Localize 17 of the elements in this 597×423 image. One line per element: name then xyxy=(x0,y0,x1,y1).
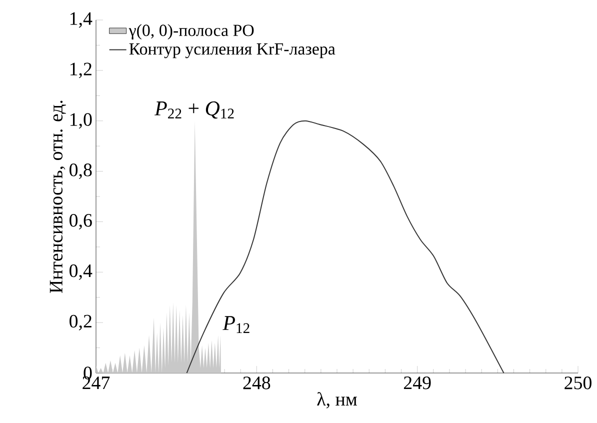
x-tick-label: 248 xyxy=(243,376,270,390)
y-tick-label: 0,6 xyxy=(70,214,92,230)
annotation: P$_{22}$ + Q$_{12}$ xyxy=(154,101,234,119)
y-tick-label: 0,2 xyxy=(70,314,92,330)
y-axis-title: Интенсивность, отн. ед. xyxy=(50,100,66,293)
y-tick-label: 1,4 xyxy=(70,12,92,28)
x-tick-label: 250 xyxy=(564,376,592,390)
y-tick-label: 0,4 xyxy=(70,264,92,280)
annotation: P$_{12}$ xyxy=(222,316,250,333)
line-series xyxy=(186,120,504,374)
x-axis-title: λ, нм xyxy=(317,392,357,408)
y-tick-label: 1,0 xyxy=(70,113,92,129)
x-tick-label: 249 xyxy=(404,376,431,390)
y-tick-label: 0,8 xyxy=(70,164,92,180)
y-tick-label: 1,2 xyxy=(70,62,92,78)
legend-label: Контур усиления KrF-лазера xyxy=(129,43,336,58)
legend-label: γ(0, 0)-полоса PO xyxy=(128,24,254,40)
